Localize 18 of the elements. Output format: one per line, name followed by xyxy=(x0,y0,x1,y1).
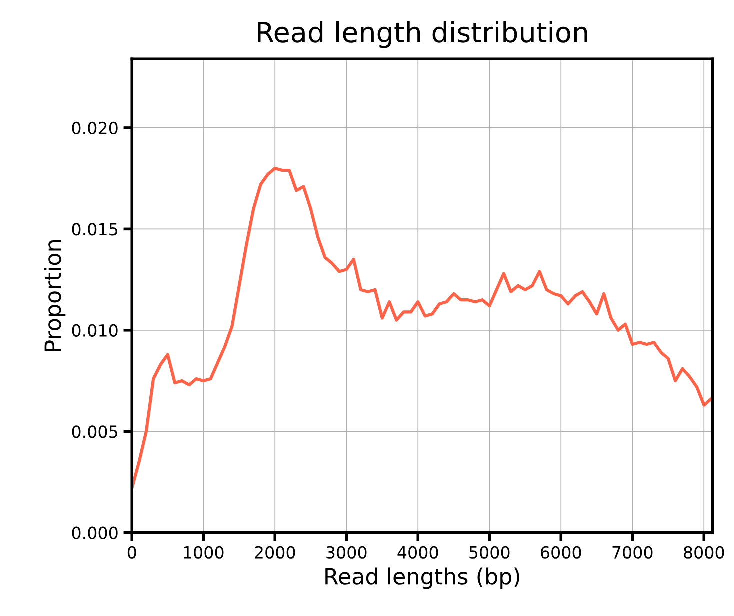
y-tick-label: 0.010 xyxy=(72,324,118,337)
y-tick-label: 0.020 xyxy=(72,122,118,135)
x-tick-label: 1000 xyxy=(184,546,224,559)
y-tick-label: 0.015 xyxy=(72,223,118,236)
x-tick-label: 8000 xyxy=(684,546,724,559)
x-tick-label: 6000 xyxy=(541,546,582,559)
x-tick-label: 4000 xyxy=(398,546,438,559)
x-tick-label: 2000 xyxy=(255,546,296,559)
x-tick-label: 0 xyxy=(128,546,136,559)
x-tick-label: 3000 xyxy=(326,546,367,559)
x-tick-label: 7000 xyxy=(612,546,653,559)
y-tick-label: 0.005 xyxy=(72,426,118,438)
line-series xyxy=(132,166,713,490)
x-tick-label: 5000 xyxy=(470,546,510,559)
y-axis-title: Proportion xyxy=(44,240,66,352)
x-axis-title: Read lengths (bp) xyxy=(326,568,520,590)
chart-title: Read length distribution xyxy=(258,21,588,48)
y-tick-label: 0.000 xyxy=(72,526,118,540)
